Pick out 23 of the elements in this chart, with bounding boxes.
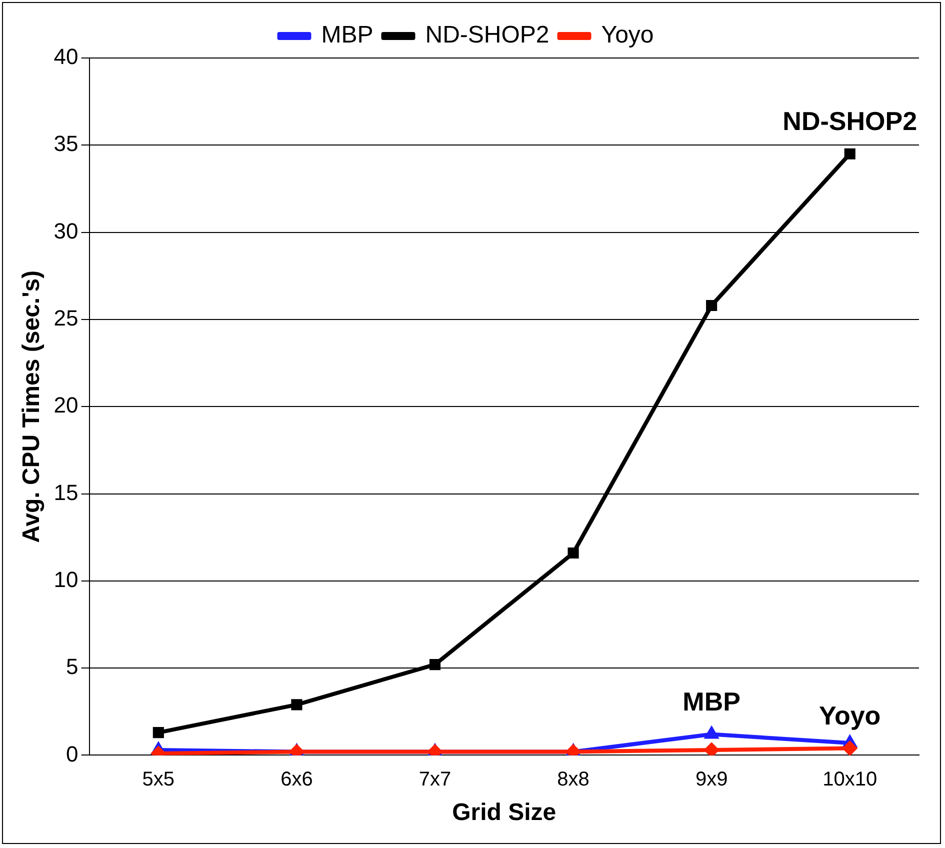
y-tick-label: 10 — [54, 566, 78, 592]
annotation: Yoyo — [819, 700, 881, 730]
x-tick-label: 10x10 — [822, 768, 878, 791]
y-tick-label: 40 — [54, 44, 78, 70]
x-axis-title: Grid Size — [452, 799, 556, 826]
y-tick-label: 20 — [54, 392, 78, 418]
annotation: ND-SHOP2 — [782, 106, 918, 136]
y-tick-label: 25 — [54, 306, 78, 331]
x-tick-label: 7x7 — [418, 768, 452, 791]
y-axis-title: Avg. CPU Times (sec.'s) — [18, 270, 46, 543]
x-tick-label: 8x8 — [557, 768, 590, 791]
legend-label: ND-SHOP2 — [425, 22, 550, 49]
y-tick-label: 35 — [54, 131, 78, 156]
legend-label: MBP — [321, 22, 374, 49]
y-tick-label: 30 — [54, 218, 78, 244]
legend-label: Yoyo — [601, 22, 654, 49]
y-tick-label: 5 — [66, 654, 78, 680]
y-tick-label: 15 — [54, 480, 78, 505]
x-tick-label: 6x6 — [280, 768, 313, 791]
x-tick-label: 5x5 — [142, 768, 175, 791]
x-tick-label: 9x9 — [695, 768, 728, 791]
annotation: MBP — [682, 686, 740, 716]
y-tick-label: 0 — [66, 741, 78, 766]
